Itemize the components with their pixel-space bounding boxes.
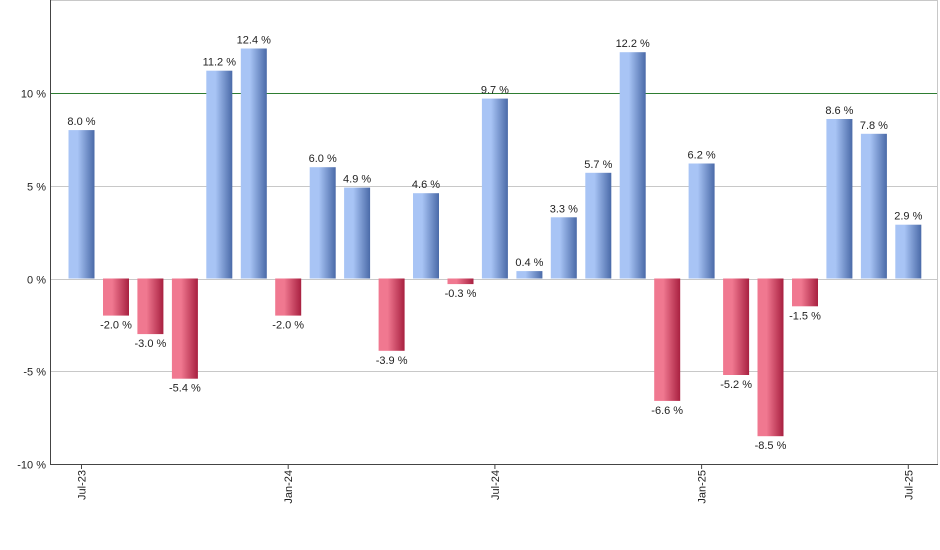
y-tick-label: -10 % xyxy=(17,460,46,472)
bar xyxy=(860,133,887,279)
y-tick-label: -5 % xyxy=(23,367,46,379)
data-label: 8.6 % xyxy=(825,105,853,117)
bar xyxy=(619,52,646,279)
bar xyxy=(171,278,198,379)
bar xyxy=(206,70,233,279)
bar xyxy=(413,193,439,279)
bar xyxy=(757,278,784,437)
data-label: 3.3 % xyxy=(550,203,578,215)
bar xyxy=(723,278,750,375)
data-labels: 8.0 %-2.0 %-3.0 %-5.4 %11.2 %12.4 %-2.0 … xyxy=(67,35,922,453)
data-label: 8.0 % xyxy=(67,116,95,128)
x-tick-label: Jul-25 xyxy=(903,470,915,500)
data-label: -2.0 % xyxy=(100,320,132,332)
data-label: -5.2 % xyxy=(720,379,752,391)
bar xyxy=(481,98,508,279)
bar xyxy=(654,278,681,401)
bar xyxy=(585,172,612,279)
data-label: 9.7 % xyxy=(481,85,509,97)
y-tick-label: 5 % xyxy=(27,182,46,194)
x-tick-label: Jul-24 xyxy=(490,470,502,500)
bar xyxy=(447,278,474,285)
data-label: 0.4 % xyxy=(515,257,543,269)
data-label: 11.2 % xyxy=(203,57,237,69)
bar xyxy=(275,278,302,316)
bar xyxy=(309,167,336,279)
bar xyxy=(826,119,853,279)
bar xyxy=(895,224,922,279)
bar xyxy=(550,217,577,279)
data-label: 6.2 % xyxy=(688,150,716,162)
bar xyxy=(516,271,543,279)
bar xyxy=(137,278,164,335)
data-label: 5.7 % xyxy=(584,159,612,171)
data-label: 4.9 % xyxy=(343,174,371,186)
bar xyxy=(344,187,371,279)
data-label: -3.0 % xyxy=(135,338,167,350)
bar xyxy=(103,278,129,316)
data-label: 2.9 % xyxy=(894,211,922,223)
data-label: 12.4 % xyxy=(237,35,271,47)
data-label: 7.8 % xyxy=(860,120,888,132)
x-tick-label: Jan-25 xyxy=(697,470,709,504)
x-tick-label: Jan-24 xyxy=(283,470,295,504)
data-label: -1.5 % xyxy=(789,310,821,322)
data-label: -3.9 % xyxy=(376,355,408,367)
data-label: -0.3 % xyxy=(445,288,477,300)
data-label: -8.5 % xyxy=(755,440,787,452)
tick-labels: -10 % -5 % 0 % 5 % 10 % Jul-23 Jan-24 Jul-24 Jan… xyxy=(17,89,915,504)
data-label: 12.2 % xyxy=(616,38,650,50)
bar xyxy=(792,278,818,307)
data-label: -5.4 % xyxy=(169,383,201,395)
bar xyxy=(68,130,95,279)
bar xyxy=(688,163,715,279)
data-label: 6.0 % xyxy=(309,153,337,165)
bar xyxy=(240,48,267,279)
data-label: 4.6 % xyxy=(412,179,440,191)
bar xyxy=(378,278,405,351)
y-tick-label: 0 % xyxy=(27,275,46,287)
x-tick-label: Jul-23 xyxy=(77,470,89,500)
axes xyxy=(50,0,938,469)
data-label: -6.6 % xyxy=(651,405,683,417)
y-tick-label: 10 % xyxy=(21,89,46,101)
data-label: -2.0 % xyxy=(272,320,304,332)
bars xyxy=(68,48,922,437)
